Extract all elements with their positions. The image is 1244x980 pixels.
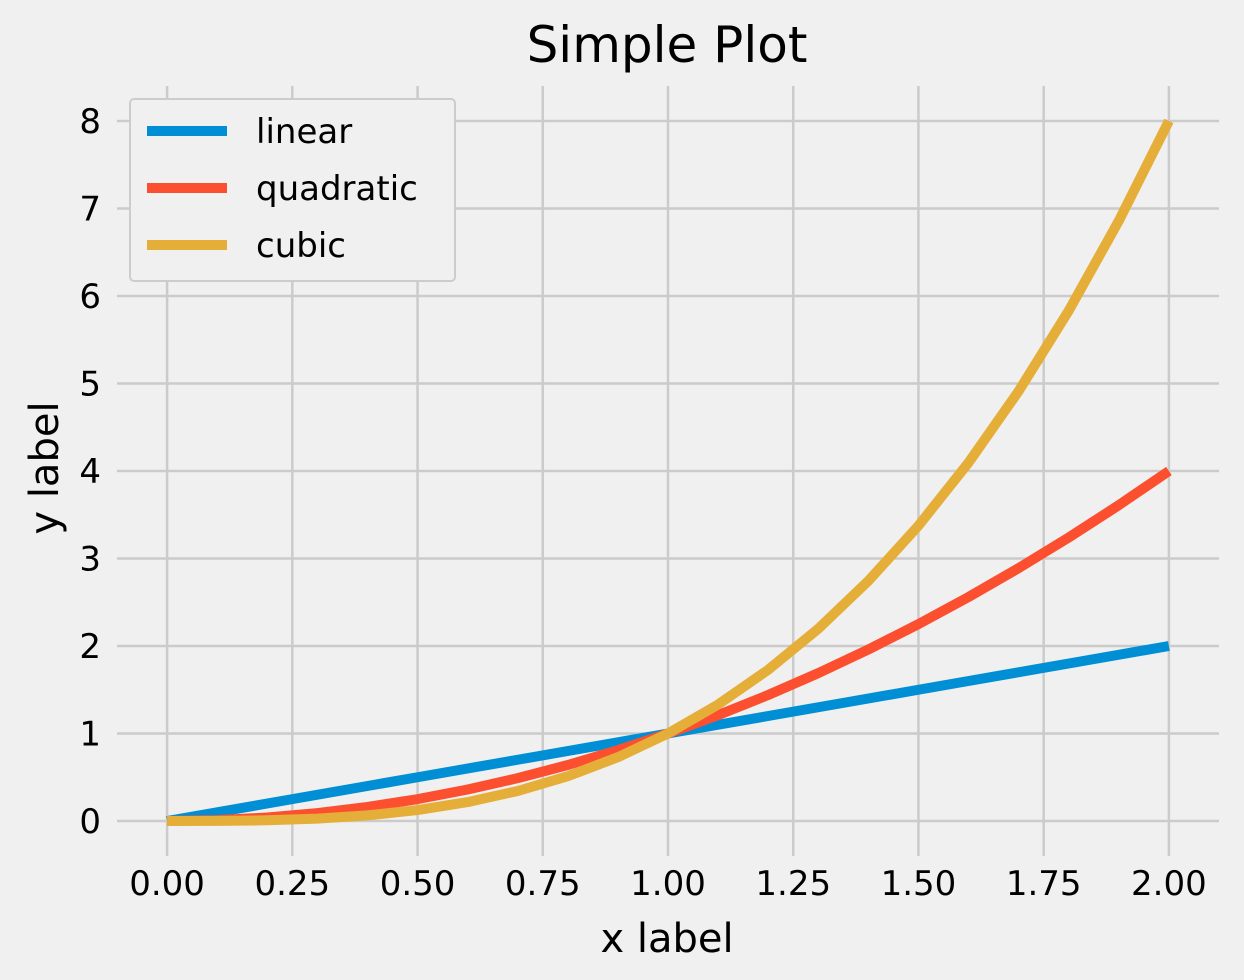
x-tick-label: 0.25 [254, 864, 330, 904]
series-line-cubic [167, 118, 1174, 826]
legend-label-quadratic: quadratic [256, 169, 418, 209]
chart-title: Simple Plot [527, 16, 808, 74]
x-tick-label: 1.25 [755, 864, 831, 904]
y-axis-label: y label [22, 401, 68, 534]
y-tick-label: 8 [79, 102, 101, 142]
x-tick-label: 2.00 [1131, 864, 1207, 904]
y-tick-label: 2 [79, 627, 101, 667]
y-tick-label: 6 [79, 277, 101, 317]
y-tick-label: 5 [79, 365, 101, 405]
legend-label-linear: linear [256, 112, 352, 152]
x-tick-label: 0.75 [505, 864, 581, 904]
y-tick-labels: 0 1 2 3 4 5 6 7 8 [79, 102, 101, 842]
x-tick-label: 1.50 [881, 864, 957, 904]
x-tick-label: 0.00 [129, 864, 205, 904]
x-tick-label: 0.50 [380, 864, 456, 904]
legend-frame [129, 98, 456, 282]
x-tick-label: 1.00 [630, 864, 706, 904]
x-axis-label: x label [600, 916, 733, 962]
y-tick-label: 7 [79, 190, 101, 230]
legend-label-cubic: cubic [256, 226, 346, 266]
y-tick-label: 3 [79, 540, 101, 580]
x-tick-labels: 0.00 0.25 0.50 0.75 1.00 1.25 1.50 1.75 2.00 [129, 864, 1207, 904]
y-tick-label: 4 [79, 452, 101, 492]
legend: linear quadratic cubic [129, 98, 456, 282]
y-tick-label: 1 [79, 715, 101, 755]
series-lines [166, 118, 1174, 826]
x-tick-label: 1.75 [1006, 864, 1082, 904]
y-tick-label: 0 [79, 802, 101, 842]
